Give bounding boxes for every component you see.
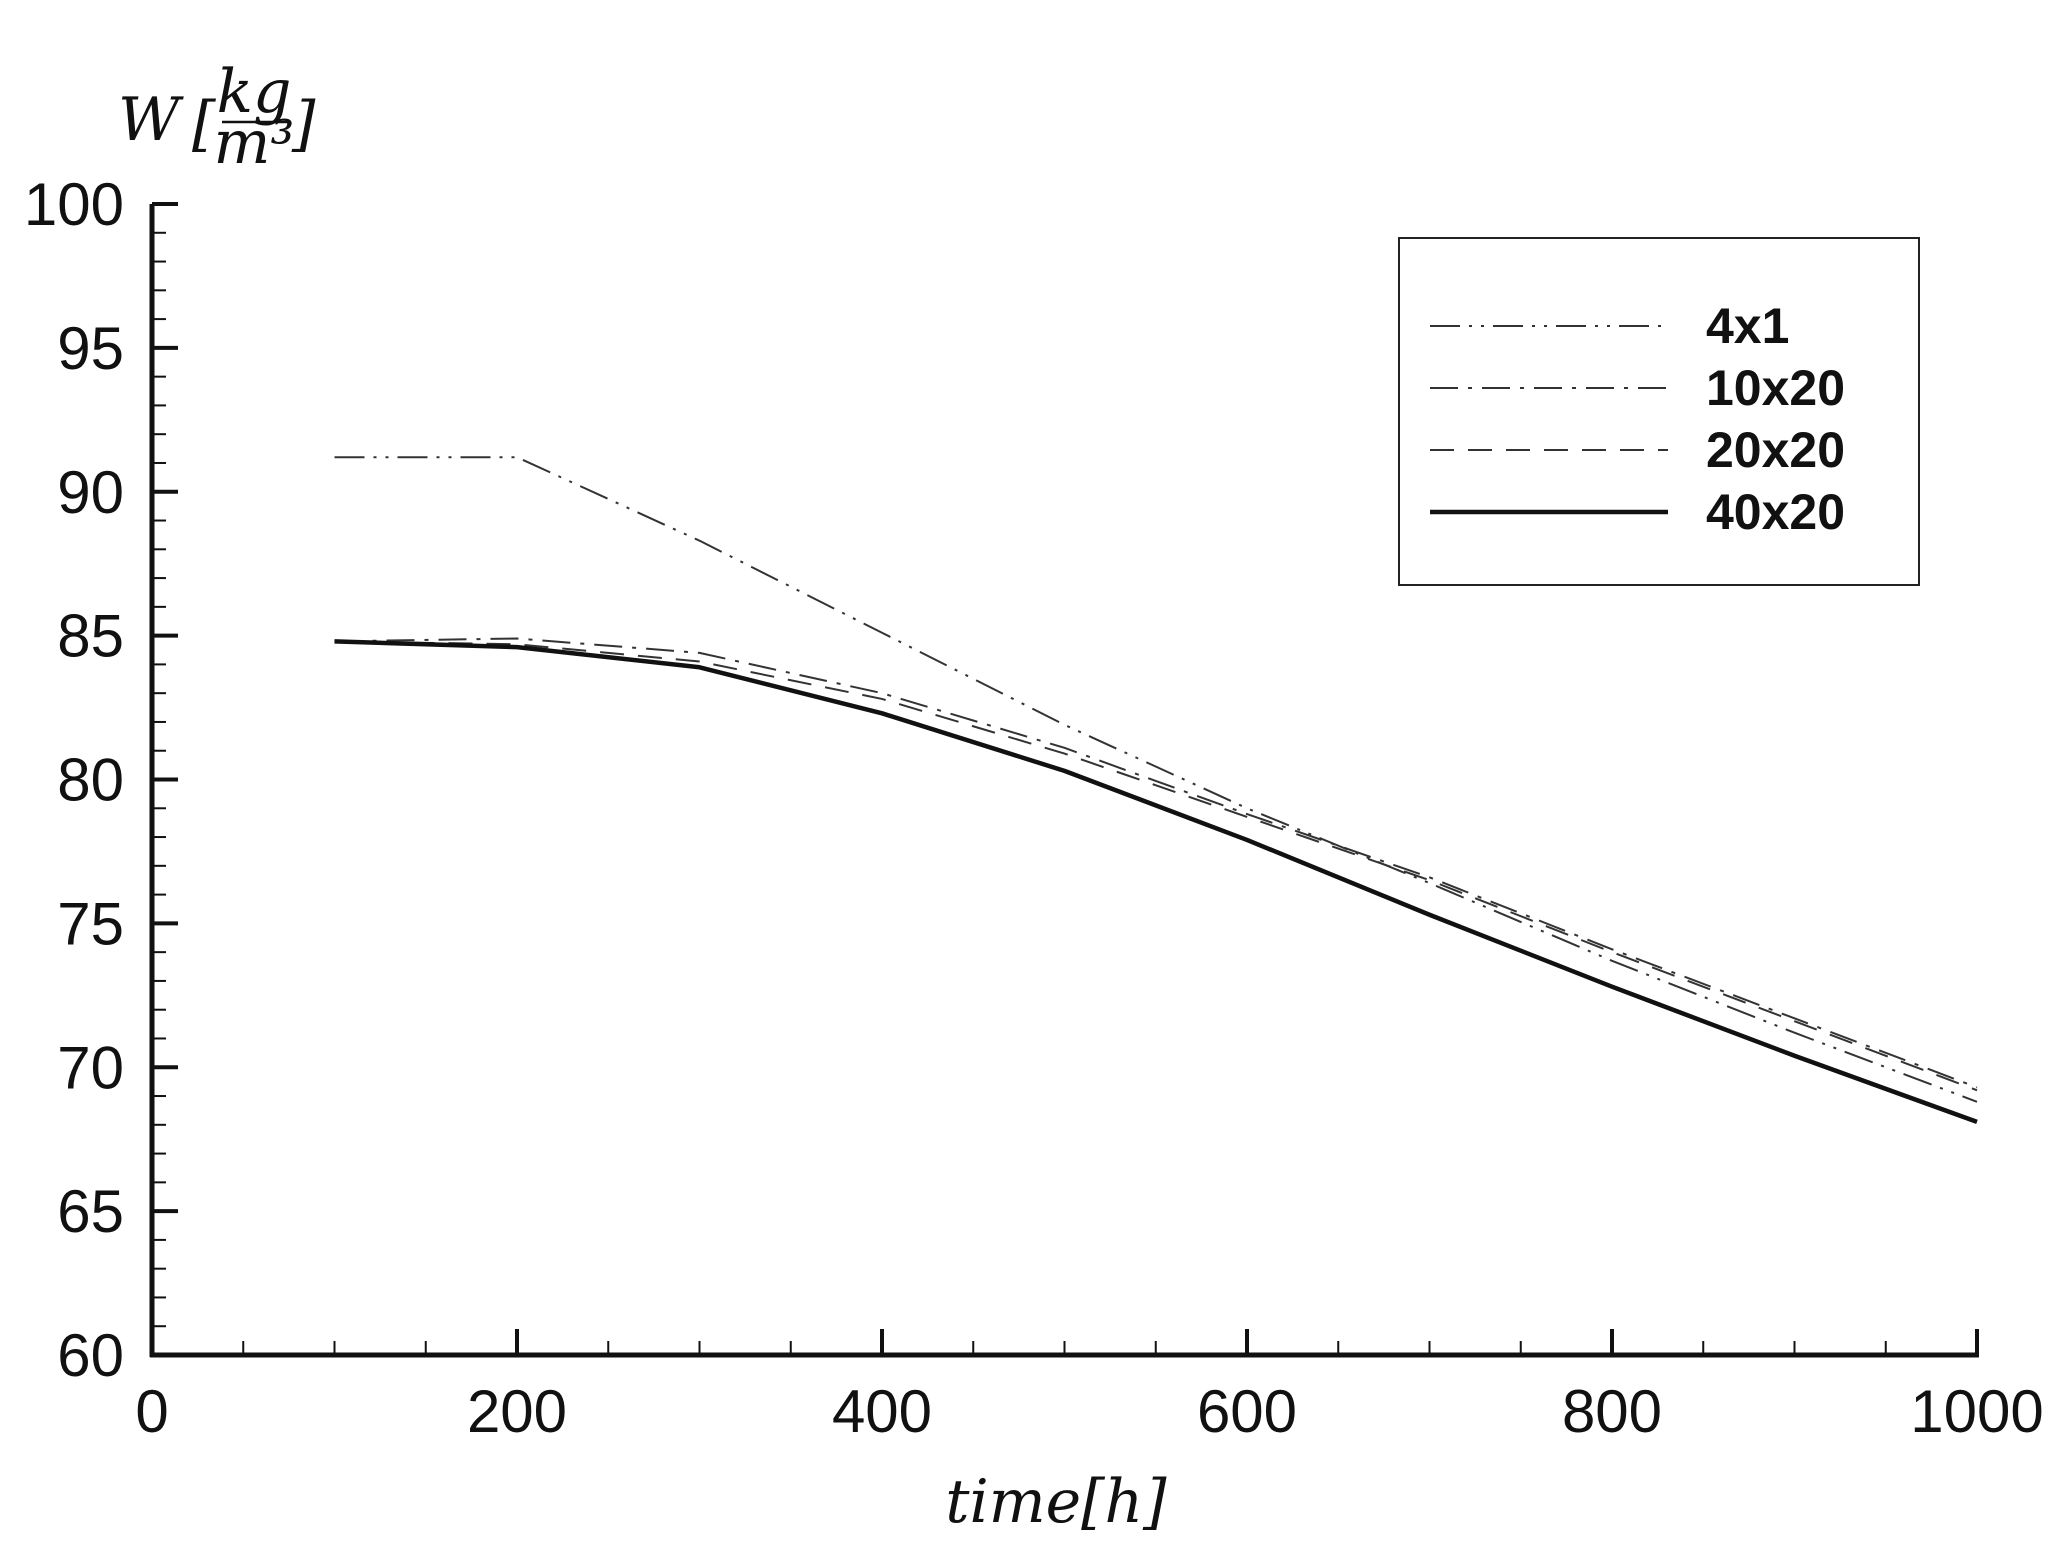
series-lines <box>334 456 1978 1125</box>
legend-label: 10x20 <box>1706 360 1845 416</box>
y-tick-label: 75 <box>57 890 124 957</box>
y-tick-label: 85 <box>57 603 124 670</box>
y-tick-label: 100 <box>24 171 124 238</box>
y-axis-title-bracket-left: [ <box>192 89 216 159</box>
y-tick-label: 65 <box>57 1178 124 1245</box>
legend: 4x1 10x20 20x20 40x20 <box>1398 237 1920 586</box>
x-tick-label: 600 <box>1197 1378 1297 1445</box>
y-axis-title-main: W <box>118 85 184 155</box>
y-tick-label: 70 <box>57 1034 124 1101</box>
legend-label: 40x20 <box>1706 484 1845 540</box>
x-tick-label: 1000 <box>1910 1378 2043 1445</box>
y-axis-title-unit-numerator: kg <box>217 57 292 127</box>
x-tick-label: 200 <box>467 1378 567 1445</box>
legend-label: 20x20 <box>1706 422 1845 478</box>
legend-box <box>1398 237 1920 586</box>
y-axis-title-bracket-right: ] <box>291 89 316 159</box>
series-line-10x20 <box>334 637 1978 1089</box>
x-tick-label: 400 <box>832 1378 932 1445</box>
series-line-40x20 <box>334 639 1978 1125</box>
y-axis-title: W [ kg m³ ] <box>118 57 316 178</box>
series-line-20x20 <box>334 640 1978 1092</box>
y-tick-label: 60 <box>57 1322 124 1389</box>
x-tick-label: 800 <box>1562 1378 1662 1445</box>
major-ticks <box>150 202 1979 1357</box>
x-tick-label: 0 <box>135 1378 168 1445</box>
series-line-4x1 <box>334 456 1978 1103</box>
x-tick-labels: 0 200 400 600 800 1000 <box>135 1378 2043 1445</box>
y-tick-label: 90 <box>57 459 124 526</box>
y-tick-labels: 60 65 70 75 80 85 90 95 100 <box>24 171 124 1389</box>
y-axis-title-unit-denominator: m³ <box>214 108 295 178</box>
x-axis-title: time[h] <box>945 1467 1167 1537</box>
legend-label: 4x1 <box>1706 298 1789 354</box>
y-tick-label: 80 <box>57 747 124 814</box>
y-tick-label: 95 <box>57 315 124 382</box>
legend-items: 4x1 10x20 20x20 40x20 <box>1430 298 1845 540</box>
